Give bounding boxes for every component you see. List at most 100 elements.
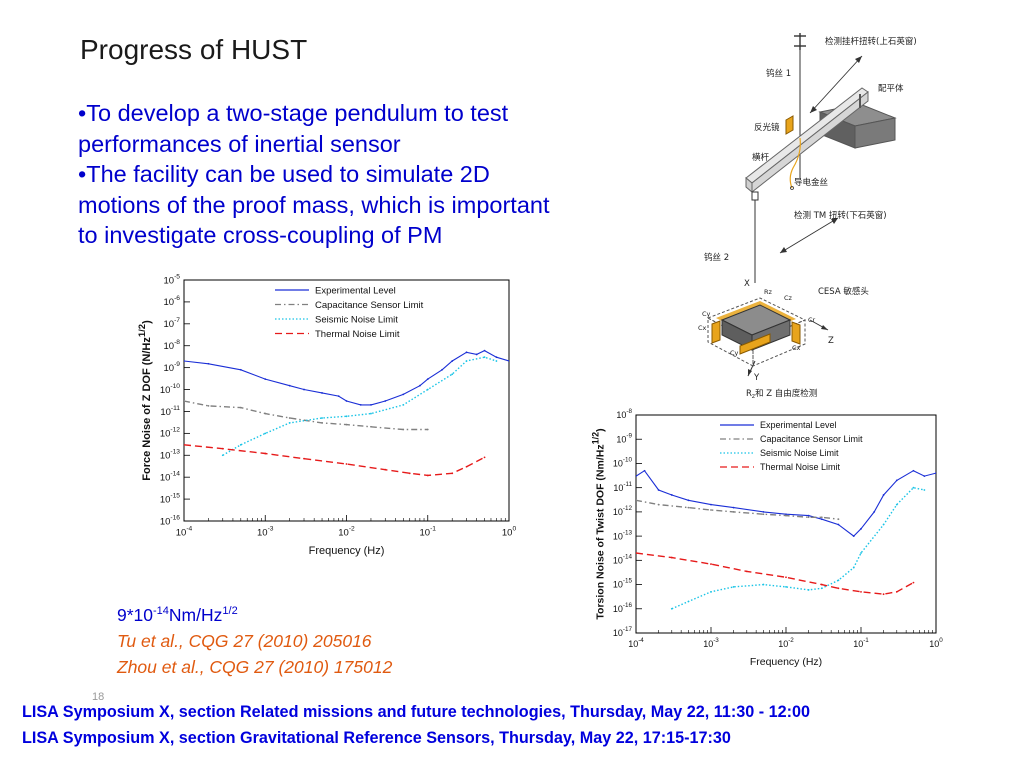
data-point [207, 362, 210, 365]
y-axis-label: Force Noise of Z DOF (N/Hz1/2) [137, 320, 153, 481]
data-point [837, 518, 840, 521]
diagram-label-mirror: 反光镜 [754, 122, 780, 133]
data-point [837, 587, 840, 590]
x-axis-label: Frequency (Hz) [750, 656, 822, 668]
legend-label: Thermal Noise Limit [760, 462, 841, 472]
data-point [732, 586, 735, 588]
diagram-label-cesa: CESA 敏感头 [818, 286, 869, 297]
data-point [820, 516, 823, 519]
data-point [785, 513, 787, 516]
data-point [912, 581, 915, 584]
series-2 [670, 486, 926, 610]
data-point [264, 452, 267, 455]
y-tick-label: 10-16 [160, 514, 180, 527]
legend-label: Experimental Level [315, 285, 396, 296]
data-point [882, 494, 885, 496]
diagram-axis-y: Y [753, 373, 760, 383]
data-point [239, 368, 242, 371]
diagram-label-top: 检测挂杆扭转(上石英窗) [825, 36, 917, 47]
data-point [426, 474, 429, 477]
x-tick-label: 100 [502, 526, 517, 539]
legend-label: Seismic Noise Limit [315, 314, 398, 325]
data-point [657, 503, 660, 506]
data-point [264, 412, 267, 415]
data-point [820, 518, 823, 521]
data-point [670, 607, 673, 610]
x-tick-label: 10-1 [853, 637, 869, 649]
data-point [370, 403, 372, 406]
y-tick-label: 10-13 [613, 529, 633, 541]
diagram-label-tm-torsion: 检测 TM 扭转(下石英窗) [794, 210, 887, 221]
data-point [426, 378, 429, 380]
data-point [852, 535, 855, 538]
diagram-label-gold-wire: 导电金丝 [794, 177, 829, 188]
data-point [820, 583, 823, 586]
data-point [465, 465, 468, 468]
bullet-list: •To develop a two-stage pendulum to test… [78, 98, 688, 251]
data-point [687, 499, 690, 502]
data-point [184, 443, 185, 446]
y-tick-label: 10-5 [164, 273, 181, 286]
diagram-label-wire1: 钨丝 1 [766, 68, 791, 79]
data-point [923, 489, 926, 491]
data-point [264, 432, 267, 435]
bullet-1: •To develop a two-stage pendulum to test… [78, 100, 509, 157]
data-point [710, 590, 712, 593]
data-point [636, 552, 637, 554]
data-point [418, 384, 421, 387]
diagram-label-counterweight: 配平体 [878, 83, 904, 94]
data-point [710, 563, 712, 565]
data-point [882, 523, 885, 526]
data-point [732, 506, 735, 509]
diagram-label-cy1: Cy [702, 310, 711, 318]
data-point [221, 454, 224, 457]
diagram-label-wire2: 钨丝 2 [704, 252, 729, 263]
data-point [785, 514, 787, 517]
data-point [483, 356, 486, 359]
y-tick-label: 10-6 [164, 295, 181, 308]
bullet-2: •The facility can be used to simulate 2D… [78, 161, 550, 248]
diagram-label-cx2: Cx [792, 344, 801, 352]
slide-title: Progress of HUST [80, 34, 308, 65]
noise-level-value: 9*10-14Nm/Hz1/2 [117, 604, 238, 625]
diagram-label-bottom: Rz和 Z 自由度检测 [746, 388, 817, 400]
diagram-label-cy2: Cy [730, 349, 739, 357]
x-tick-label: 10-4 [176, 526, 193, 539]
legend-label: Capacitance Sensor Limit [760, 434, 863, 444]
y-tick-label: 10-11 [160, 405, 180, 418]
data-point [860, 552, 862, 554]
y-tick-label: 10-11 [613, 481, 632, 493]
y-tick-label: 10-15 [613, 578, 633, 590]
y-tick-label: 10-15 [160, 492, 180, 505]
legend-label: Thermal Noise Limit [315, 329, 400, 340]
footer: LISA Symposium X, section Related missio… [22, 699, 810, 751]
force-noise-chart: 10-4 10-3 10-2 10-1 100 10-5 10-6 10-7 10-8 10-9 1… [137, 273, 517, 557]
data-point [882, 593, 885, 596]
series-line [636, 499, 839, 520]
data-point [184, 400, 185, 402]
x-axis-label: Frequency (Hz) [309, 545, 385, 557]
legend-label: Capacitance Sensor Limit [315, 300, 424, 311]
data-point [402, 403, 405, 406]
data-point [402, 393, 405, 396]
data-point [239, 406, 242, 409]
diagram-axis-z: Z [828, 336, 834, 346]
diagram-axis-x: X [744, 279, 750, 289]
data-point [636, 499, 637, 502]
y-tick-label: 10-12 [613, 505, 633, 517]
data-point [687, 506, 690, 509]
y-tick-label: 10-14 [613, 553, 633, 565]
data-point [451, 360, 454, 362]
diagram-label-cz: Cz [784, 294, 793, 302]
x-tick-label: 100 [929, 637, 943, 649]
plot-frame [635, 414, 937, 634]
data-point [441, 368, 443, 371]
x-tick-label: 10-2 [778, 637, 794, 649]
x-tick-label: 10-4 [628, 637, 644, 649]
data-point [483, 456, 486, 459]
data-point [345, 400, 348, 402]
data-point [264, 378, 267, 380]
data-point [837, 579, 840, 582]
series-0 [184, 349, 509, 406]
data-point [475, 353, 478, 356]
